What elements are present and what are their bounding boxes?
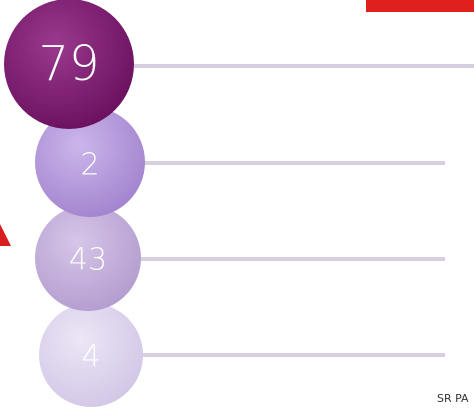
red-arrow	[0, 224, 11, 246]
node-label: 79	[38, 36, 99, 92]
node-circle	[4, 0, 134, 129]
node-label: 43	[69, 243, 107, 278]
red-banner	[366, 0, 474, 12]
node-circle	[39, 303, 143, 407]
node-circle	[35, 205, 141, 311]
footer-text: SR PA	[437, 392, 469, 405]
node-circle	[35, 107, 145, 217]
node-label: 4	[81, 340, 100, 375]
node-label: 2	[80, 148, 99, 183]
